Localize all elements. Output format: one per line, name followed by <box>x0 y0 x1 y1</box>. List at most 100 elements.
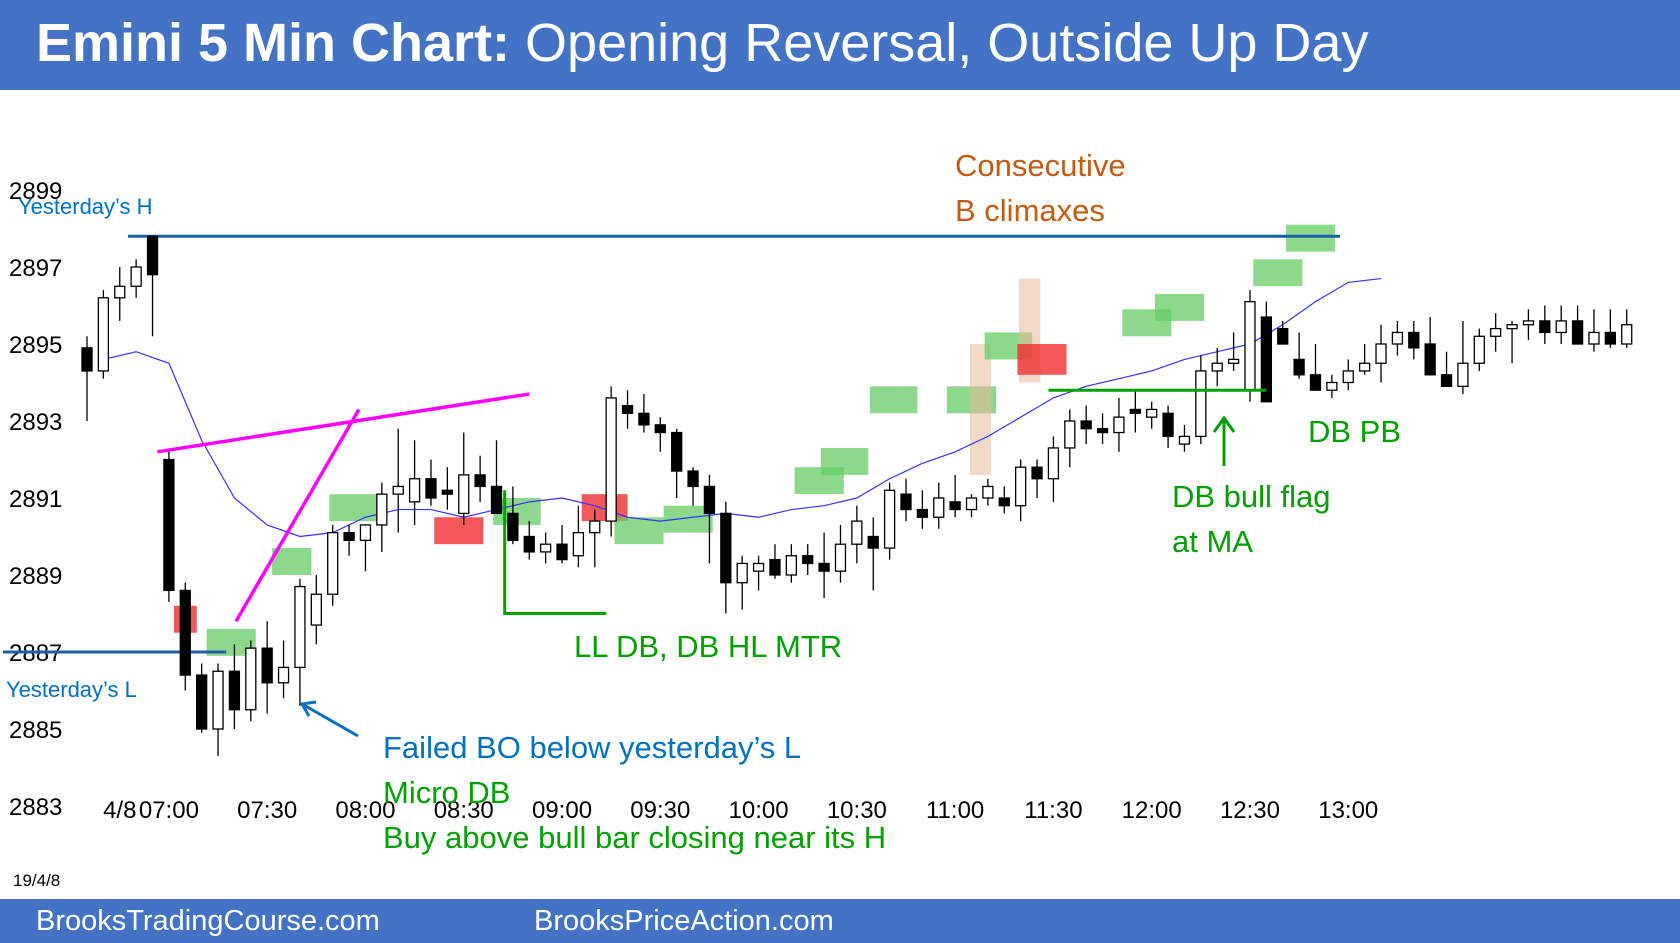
candle <box>851 505 863 564</box>
candle <box>1522 309 1535 341</box>
bear-candle-body <box>802 555 814 565</box>
x-tick-label: 07:30 <box>237 797 297 824</box>
db-pb-annotation: DB PB <box>1308 414 1401 449</box>
green-highlight-box <box>329 494 377 522</box>
failed-bo-annotation: Failed BO below yesterday’s L <box>383 730 801 765</box>
candle <box>327 524 339 606</box>
bear-candle-body <box>687 470 699 488</box>
candle <box>277 640 290 699</box>
candle <box>294 578 306 706</box>
green-highlight-box <box>820 447 869 475</box>
bull-candle-body <box>982 485 994 499</box>
bull-candle-body <box>277 666 290 684</box>
y-tick-label: 2895 <box>9 332 62 359</box>
footer-banner: BrooksTradingCourse.com BrooksPriceActio… <box>0 899 1680 943</box>
ll-db-annotation: LL DB, DB HL MTR <box>574 629 842 664</box>
candle <box>310 575 322 645</box>
candle <box>720 501 732 614</box>
bull-candle-body <box>1588 331 1600 345</box>
y-tick-label: 2883 <box>9 794 62 821</box>
bear-candle-body <box>1309 374 1322 391</box>
bear-candle-body <box>196 674 208 730</box>
title-banner: Emini 5 Min Chart: Opening Reversal, Out… <box>0 0 1680 90</box>
moving-average-line <box>103 277 1382 538</box>
candle <box>982 478 994 506</box>
candle <box>1391 320 1404 356</box>
bull-candle-body <box>1178 435 1191 445</box>
bull-candle-body <box>392 485 404 495</box>
bear-candle-body <box>81 347 93 372</box>
bull-candle-body <box>1473 335 1485 364</box>
bear-candle-body <box>654 424 666 434</box>
failed-bo-arrow-shaft <box>301 702 359 738</box>
candle <box>228 644 241 729</box>
bull-candle-body <box>965 497 978 511</box>
candle <box>769 544 781 579</box>
chart-title-rest: Opening Reversal, Outside Up Day <box>510 13 1369 73</box>
bull-candle-body <box>310 593 322 626</box>
bear-candle-body <box>261 647 273 684</box>
bear-candle-body <box>1162 412 1174 438</box>
candle <box>359 524 372 572</box>
bear-candle-body <box>1571 320 1584 345</box>
candle <box>1440 351 1453 387</box>
candle <box>556 524 568 564</box>
candle <box>867 517 879 591</box>
candle <box>1129 390 1141 433</box>
bull-candle-body <box>212 670 224 730</box>
bull-candle-body <box>834 543 847 572</box>
candle <box>883 482 896 560</box>
bull-candle-body <box>327 531 339 595</box>
bear-candle-body <box>1031 466 1043 480</box>
db-flag-annotation-line2: at MA <box>1172 524 1253 559</box>
x-tick-label: 09:30 <box>630 797 690 824</box>
candle <box>638 394 650 433</box>
bull-candle-body <box>359 524 372 542</box>
candle <box>1244 290 1256 402</box>
candle <box>605 386 617 537</box>
candle <box>1064 409 1076 468</box>
candle <box>1588 309 1600 352</box>
candle <box>490 440 503 515</box>
candle <box>785 544 797 583</box>
x-tick-label: 09:00 <box>532 797 592 824</box>
bull-candle-body <box>114 285 126 299</box>
bear-candle-body <box>1408 331 1420 349</box>
bear-candle-body <box>343 531 355 541</box>
bull-candle-body <box>1015 466 1027 507</box>
bull-candle-body <box>736 562 748 584</box>
db-flag-annotation-line1: DB bull flag <box>1172 479 1331 514</box>
candle <box>1031 459 1043 498</box>
x-tick-label: 10:30 <box>827 797 887 824</box>
y-tick-label: 2885 <box>9 717 62 744</box>
x-tick-label: 12:00 <box>1122 797 1182 824</box>
bear-candle-body <box>867 535 879 549</box>
candle <box>1211 347 1223 387</box>
x-tick-label: 12:30 <box>1220 797 1280 824</box>
candle <box>965 494 978 518</box>
x-tick-label: 08:30 <box>434 797 494 824</box>
bull-candle-body <box>1342 370 1354 384</box>
climax-annotation-line1: Consecutive <box>955 148 1126 183</box>
candle <box>1604 309 1616 348</box>
candle <box>900 478 912 522</box>
bull-candle-body <box>1195 370 1207 438</box>
bull-candle-body <box>1211 362 1223 372</box>
candle <box>1162 405 1174 448</box>
candle <box>1342 359 1354 391</box>
bull-candle-body <box>1522 320 1535 326</box>
candle <box>146 235 159 337</box>
candle <box>523 521 535 560</box>
candle <box>114 267 126 321</box>
bull-candle-body <box>97 297 110 372</box>
bull-candle-body <box>785 555 797 576</box>
bull-candle-body <box>294 585 306 669</box>
bear-candle-body <box>1293 358 1305 376</box>
candle <box>916 490 929 529</box>
candle <box>1113 397 1125 452</box>
green-highlight-box <box>869 386 918 414</box>
candle <box>1555 305 1567 344</box>
x-tick-label: 13:00 <box>1318 797 1378 824</box>
candle <box>933 482 945 529</box>
